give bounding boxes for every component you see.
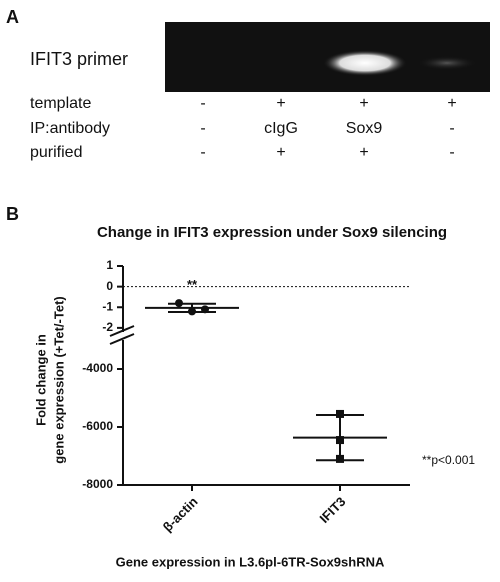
cell: Sox9	[346, 120, 383, 137]
cell: +	[276, 144, 285, 161]
data-point	[336, 436, 344, 445]
significance: **	[187, 277, 198, 292]
y-tick-label: 1	[106, 258, 113, 272]
cell: -	[200, 120, 205, 137]
cell: -	[449, 120, 454, 137]
data-point	[336, 454, 344, 463]
x-tick-label: β-actin	[160, 494, 201, 535]
note: **p<0.001	[422, 453, 475, 467]
y-tick-label: -1	[102, 299, 113, 313]
cell: -	[449, 144, 454, 161]
panel-label: B	[6, 204, 19, 224]
gel-band	[417, 56, 477, 70]
row-label: template	[30, 95, 91, 112]
row-label: purified	[30, 144, 82, 161]
y-tick-label: -6000	[82, 419, 113, 433]
y-tick-label: -2	[102, 320, 113, 334]
cell: +	[359, 144, 368, 161]
cell: +	[359, 95, 368, 112]
x-tick-label: IFIT3	[316, 494, 348, 526]
cell: cIgG	[264, 120, 298, 137]
y-tick-label: -8000	[82, 477, 113, 491]
panel-label: A	[6, 7, 19, 27]
cell: +	[276, 95, 285, 112]
y-axis-title: Fold change in	[33, 334, 48, 426]
axis-break	[109, 333, 135, 345]
cell: +	[447, 95, 456, 112]
chart-title: Change in IFIT3 expression under Sox9 si…	[97, 224, 447, 241]
cell: -	[200, 144, 205, 161]
data-point	[188, 307, 196, 316]
y-tick-label: 0	[106, 279, 113, 293]
primer-label: IFIT3 primer	[30, 49, 128, 69]
row-label: IP:antibody	[30, 120, 110, 137]
data-point	[336, 409, 344, 418]
x-axis-title: Gene expression in L3.6pl-6TR-Sox9shRNA	[116, 554, 385, 569]
y-axis-title: gene expression (+Tet/-Tet)	[51, 296, 66, 463]
data-point	[201, 305, 209, 314]
data-point	[175, 299, 183, 308]
y-tick-label: -4000	[82, 361, 113, 375]
cell: -	[200, 95, 205, 112]
gel-band	[323, 50, 407, 76]
